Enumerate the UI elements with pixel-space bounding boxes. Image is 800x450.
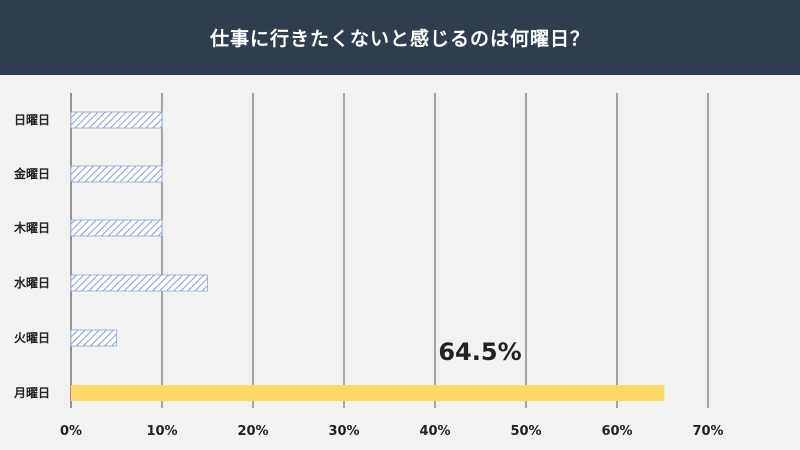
- x-tick-label: 30%: [328, 424, 359, 439]
- chart-title: 仕事に行きたくないと感じるのは何曜日？: [209, 28, 590, 50]
- category-label: 金曜日: [13, 166, 50, 181]
- bar: [70, 111, 163, 129]
- category-label: 日曜日: [14, 113, 50, 127]
- x-tick-label: 70%: [692, 424, 723, 439]
- x-tick-label: 20%: [237, 424, 268, 439]
- category-label: 月曜日: [13, 386, 50, 400]
- x-tick-label: 10%: [146, 424, 177, 439]
- bar: [70, 219, 163, 237]
- chart-header: 仕事に行きたくないと感じるのは何曜日？: [0, 0, 800, 75]
- x-tick-label: 60%: [601, 424, 632, 439]
- bar: [71, 385, 665, 401]
- x-tick-label: 50%: [510, 424, 541, 439]
- category-label: 木曜日: [13, 220, 50, 235]
- category-label: 水曜日: [14, 275, 50, 290]
- bar: [70, 165, 163, 183]
- data-label: 64.5%: [438, 338, 521, 366]
- bar-chart: 0% 10% 20% 30% 40% 50% 60% 70% 日曜日金曜日木曜日水曜日火曜日月曜…: [13, 93, 724, 439]
- bar: [70, 329, 117, 347]
- x-tick-label: 0%: [60, 424, 82, 439]
- bar: [70, 274, 208, 292]
- x-tick-label: 40%: [419, 424, 450, 439]
- category-label: 火曜日: [14, 331, 50, 345]
